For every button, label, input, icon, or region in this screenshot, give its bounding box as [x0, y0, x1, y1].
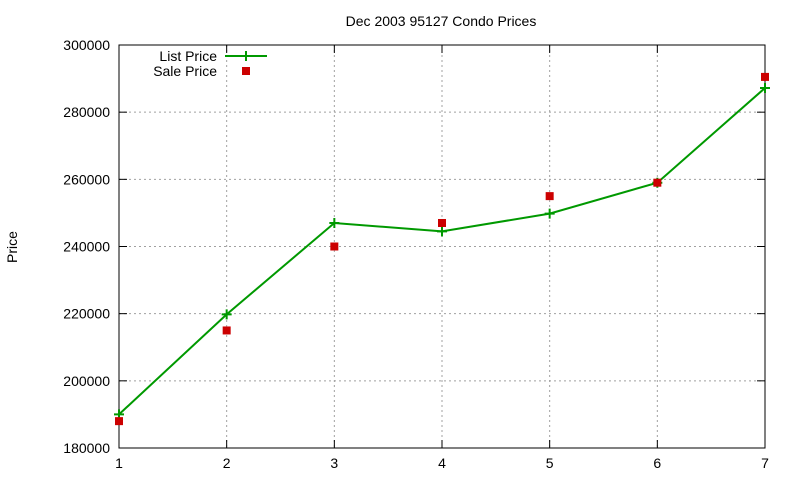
sale-price-point — [222, 326, 231, 335]
legend-label-sale-price: Sale Price — [153, 63, 217, 79]
x-tick-label: 2 — [223, 455, 231, 471]
legend-marker-list-price — [241, 51, 251, 61]
legend-label-list-price: List Price — [159, 48, 217, 64]
x-tick-label: 7 — [761, 455, 769, 471]
x-tick-label: 4 — [438, 455, 446, 471]
x-tick-label: 6 — [653, 455, 661, 471]
sale-price-point — [115, 417, 123, 426]
legend-swatch-sale-price — [242, 67, 250, 75]
y-tick-label: 220000 — [63, 306, 110, 322]
sale-price-point — [438, 218, 446, 227]
list-price-point — [544, 208, 555, 219]
y-tick-label: 180000 — [63, 440, 110, 456]
list-price-point — [437, 226, 447, 237]
y-tick-label: 280000 — [63, 104, 110, 120]
x-tick-label: 1 — [115, 455, 123, 471]
y-axis-label: Price — [4, 231, 20, 263]
sale-price-point — [653, 178, 662, 187]
y-tick-label: 200000 — [63, 373, 110, 389]
legend: List Price Sale Price — [153, 48, 267, 79]
y-tick-label: 240000 — [63, 239, 110, 255]
x-tick-label: 5 — [546, 455, 554, 471]
x-tick-label: 3 — [330, 455, 338, 471]
y-axis: 180000 200000 220000 240000 260000 280000 3000… — [63, 37, 765, 456]
grid-lines — [119, 45, 765, 448]
y-tick-label: 260000 — [63, 171, 110, 187]
list-price-point — [329, 217, 340, 228]
list-price-point — [221, 309, 232, 320]
sale-price-point — [761, 72, 769, 81]
chart-title: Dec 2003 95127 Condo Prices — [346, 13, 537, 29]
series-layer — [114, 72, 770, 426]
list-price-point — [760, 82, 770, 93]
y-tick-label: 300000 — [63, 37, 110, 53]
sale-price-point — [545, 192, 554, 201]
sale-price-point — [330, 242, 339, 251]
x-axis: 1 2 3 4 5 6 7 — [115, 45, 769, 471]
